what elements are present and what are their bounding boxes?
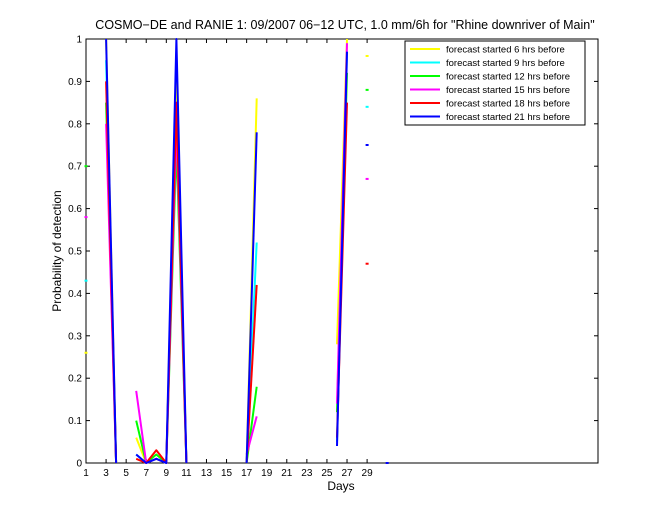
y-tick-label: 0.1: [68, 416, 82, 427]
y-tick-label: 0.5: [68, 247, 82, 258]
y-tick-label: 0.4: [68, 289, 82, 300]
legend-label: forecast started 15 hrs before: [446, 85, 570, 96]
x-tick-label: 25: [321, 468, 333, 479]
x-tick-label: 7: [143, 468, 149, 479]
y-tick-label: 1: [76, 35, 82, 46]
legend-label: forecast started 6 hrs before: [446, 45, 565, 56]
legend-label: forecast started 9 hrs before: [446, 58, 565, 69]
y-tick-label: 0.7: [68, 162, 82, 173]
y-tick-label: 0.3: [68, 331, 82, 342]
series-layer: [84, 38, 389, 464]
legend-label: forecast started 18 hrs before: [446, 99, 570, 110]
y-tick-label: 0.9: [68, 77, 82, 88]
series-6: [105, 38, 389, 464]
x-tick-label: 19: [261, 468, 273, 479]
x-tick-label: 21: [281, 468, 293, 479]
y-tick-label: 0.2: [68, 374, 82, 385]
x-tick-label: 13: [201, 468, 213, 479]
x-tick-label: 11: [181, 468, 192, 479]
x-axis-label: Days: [327, 479, 354, 493]
series-line: [245, 132, 258, 464]
legend-label: forecast started 12 hrs before: [446, 72, 570, 83]
x-tick-label: 5: [123, 468, 129, 479]
y-axis-label: Probability of detection: [50, 190, 64, 311]
x-tick-label: 29: [362, 468, 374, 479]
x-tick-label: 17: [241, 468, 253, 479]
series-line: [336, 51, 348, 447]
legend-box: [404, 40, 586, 126]
x-tick-label: 23: [301, 468, 313, 479]
legend-label: forecast started 21 hrs before: [446, 112, 570, 123]
y-tick-label: 0.8: [68, 119, 82, 130]
y-tick-label: 0: [76, 459, 82, 470]
x-tick-label: 1: [83, 468, 89, 479]
y-axis: 0 0.1 0.2 0.3 0.4 0.5 0.6 0.7 0.8 0.9 1: [68, 35, 598, 470]
chart-title: COSMO−DE and RANIE 1: 09/2007 06−12 UTC,…: [95, 18, 594, 32]
x-tick-label: 27: [341, 468, 353, 479]
series-line: [105, 38, 118, 464]
x-tick-label: 9: [164, 468, 170, 479]
y-tick-label: 0.6: [68, 204, 82, 215]
legend: forecast started 6 hrs before forecast st…: [404, 40, 586, 126]
x-tick-label: 3: [103, 468, 109, 479]
series-line: [135, 38, 188, 464]
x-tick-label: 15: [221, 468, 233, 479]
